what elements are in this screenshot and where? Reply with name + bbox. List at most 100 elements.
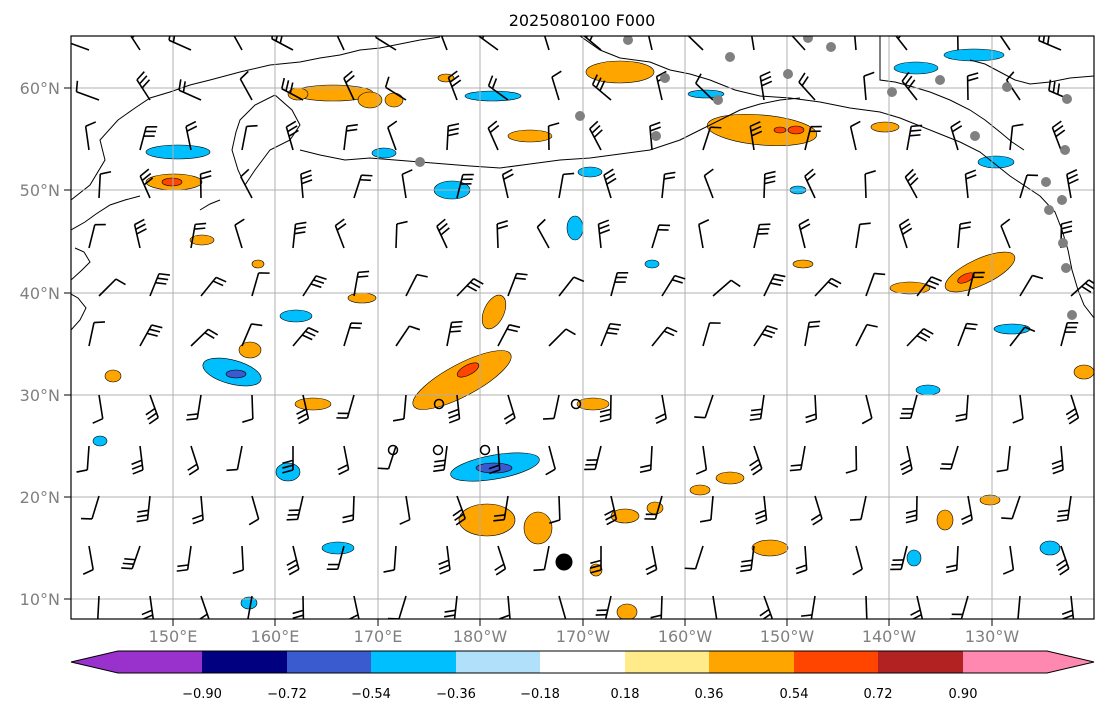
wind-barb	[945, 545, 959, 574]
negative-anomaly-region	[893, 61, 939, 75]
wind-barb	[405, 273, 428, 297]
positive-anomaly-region	[616, 603, 638, 619]
colorbar-label: −0.54	[351, 687, 391, 702]
wind-barb	[186, 394, 202, 421]
wind-barb	[507, 272, 528, 297]
wind-barb	[178, 79, 202, 101]
wind-barb	[558, 595, 567, 619]
wind-barb	[849, 495, 867, 521]
wind-barb	[604, 495, 618, 526]
station-dot	[725, 52, 735, 62]
wind-barb	[296, 394, 310, 425]
wind-barb	[551, 70, 562, 101]
negative-anomaly-region	[943, 48, 1005, 62]
station-open	[570, 398, 582, 410]
wind-barb	[591, 74, 612, 101]
positive-anomaly-region	[773, 126, 787, 134]
wind-barb	[639, 445, 653, 474]
wind-barb	[763, 170, 776, 199]
lon-label-150w: 150°W	[760, 627, 815, 646]
wind-barb	[1001, 495, 1021, 520]
negative-anomaly-region	[321, 541, 355, 555]
colorbar-outline	[70, 650, 1095, 674]
wind-barb	[849, 120, 861, 151]
wind-barb	[342, 495, 355, 524]
map-title: 2025080100 F000	[509, 11, 656, 30]
wind-barb	[852, 545, 863, 576]
wind-barb	[805, 394, 818, 424]
wind-barb	[904, 168, 919, 199]
wind-barb	[497, 324, 521, 347]
negative-anomaly-region	[1039, 540, 1061, 556]
positive-anomaly-region	[294, 397, 332, 411]
colorbar-label: −0.72	[267, 687, 307, 702]
wind-barb	[545, 445, 556, 476]
longitude-labels: 150°E 160°E 170°E 180°W 170°W 160°W 150°…	[149, 627, 1020, 646]
wind-barb	[496, 220, 509, 249]
wind-barb	[695, 445, 708, 475]
wind-barb	[855, 323, 878, 347]
wind-barb	[98, 170, 112, 199]
colorbar-segment	[287, 651, 371, 673]
wind-barb	[494, 545, 507, 576]
wind-barb	[139, 168, 154, 199]
wind-barb	[533, 545, 550, 572]
station-dot	[826, 42, 836, 52]
colorbar-label: −0.36	[436, 687, 476, 702]
station-dot	[935, 75, 945, 85]
wind-barb	[939, 445, 959, 470]
wind-barb	[281, 77, 304, 101]
wind-barb	[226, 445, 243, 472]
wind-barb	[232, 545, 245, 575]
colorbar-label: 0.72	[864, 687, 893, 702]
negative-anomaly-region	[464, 90, 522, 102]
wind-barb	[82, 545, 94, 576]
negative-anomaly-region	[906, 549, 922, 567]
wind-barb	[955, 394, 969, 422]
wind-barb	[865, 272, 886, 297]
station-open	[432, 444, 444, 456]
lon-label-160e: 160°E	[251, 627, 300, 646]
wind-barb	[337, 445, 350, 476]
station-dot	[415, 157, 425, 167]
positive-anomaly-region	[161, 177, 183, 187]
wind-barb	[447, 394, 461, 424]
wind-barb	[599, 394, 612, 423]
wind-barb	[292, 326, 319, 347]
wind-barb	[1060, 322, 1079, 347]
wind-barb	[548, 328, 576, 347]
storm-center-marker	[555, 553, 573, 571]
wind-barb	[750, 36, 755, 51]
wind-barb	[395, 220, 408, 249]
wind-barb	[1019, 274, 1044, 297]
wind-barb	[286, 545, 300, 576]
wind-barb	[1019, 174, 1039, 199]
station-open	[433, 398, 445, 410]
negative-anomaly-region	[977, 155, 1015, 169]
wind-barb	[1012, 394, 1024, 424]
wind-barb	[703, 168, 714, 199]
station-dot	[783, 69, 793, 79]
colorbar-extend-max	[1047, 651, 1094, 673]
wind-barb	[957, 221, 972, 249]
wind-barb	[282, 446, 294, 474]
positive-anomaly-region	[792, 259, 814, 269]
positive-anomaly-region	[715, 471, 745, 485]
positive-anomaly-region	[706, 114, 818, 146]
station-dot	[1044, 205, 1054, 215]
station-dot	[713, 95, 723, 105]
station-dot	[970, 131, 980, 141]
wind-barb	[392, 394, 407, 422]
wind-barb	[895, 36, 908, 51]
wind-barb	[185, 120, 198, 151]
wind-barb	[499, 595, 511, 619]
colorbar-label: 0.54	[780, 687, 809, 702]
negative-anomaly-region	[475, 462, 513, 474]
wind-barb	[1002, 545, 1015, 575]
wind-barb	[187, 445, 200, 476]
lat-label-50n: 50°N	[20, 181, 60, 200]
wind-barb	[241, 323, 263, 347]
colorbar-segment	[118, 651, 202, 673]
wind-barbs	[71, 36, 1094, 619]
positive-anomaly-region	[751, 539, 789, 557]
